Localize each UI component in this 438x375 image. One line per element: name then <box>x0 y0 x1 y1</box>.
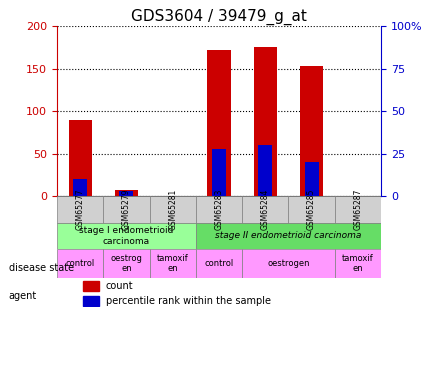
Text: GSM65285: GSM65285 <box>307 189 316 230</box>
Bar <box>73 179 87 196</box>
FancyBboxPatch shape <box>196 196 242 223</box>
Text: GSM65283: GSM65283 <box>215 189 223 230</box>
Text: tamoxif
en: tamoxif en <box>342 254 374 273</box>
Bar <box>305 162 318 196</box>
FancyBboxPatch shape <box>335 249 381 278</box>
FancyBboxPatch shape <box>57 249 103 278</box>
FancyBboxPatch shape <box>289 196 335 223</box>
Bar <box>83 296 99 306</box>
Text: count: count <box>106 282 133 291</box>
Text: control: control <box>65 259 95 268</box>
FancyBboxPatch shape <box>149 196 196 223</box>
Text: disease state: disease state <box>9 263 74 273</box>
FancyBboxPatch shape <box>103 196 149 223</box>
Text: GSM65279: GSM65279 <box>122 189 131 230</box>
Text: control: control <box>205 259 233 268</box>
FancyBboxPatch shape <box>242 196 289 223</box>
Bar <box>83 281 99 291</box>
Text: GSM65284: GSM65284 <box>261 189 270 230</box>
Text: stage I endometrioid
carcinoma: stage I endometrioid carcinoma <box>79 226 173 246</box>
Text: agent: agent <box>9 291 37 301</box>
Text: GSM65281: GSM65281 <box>168 189 177 230</box>
Bar <box>68 120 92 196</box>
Bar <box>208 50 230 196</box>
Bar <box>212 148 226 196</box>
FancyBboxPatch shape <box>335 196 381 223</box>
FancyBboxPatch shape <box>196 249 242 278</box>
Text: oestrogen: oestrogen <box>267 259 310 268</box>
FancyBboxPatch shape <box>242 249 335 278</box>
FancyBboxPatch shape <box>103 249 149 278</box>
Text: stage II endometrioid carcinoma: stage II endometrioid carcinoma <box>215 231 362 240</box>
Text: percentile rank within the sample: percentile rank within the sample <box>106 296 271 306</box>
Text: GSM65287: GSM65287 <box>353 189 362 230</box>
FancyBboxPatch shape <box>57 196 103 223</box>
Bar <box>115 190 138 196</box>
Bar <box>258 145 272 196</box>
Text: tamoxif
en: tamoxif en <box>157 254 189 273</box>
FancyBboxPatch shape <box>196 223 381 249</box>
Text: oestrog
en: oestrog en <box>110 254 142 273</box>
Text: GSM65277: GSM65277 <box>76 189 85 230</box>
Bar <box>254 46 277 196</box>
Bar <box>120 191 133 196</box>
Bar <box>300 66 323 196</box>
FancyBboxPatch shape <box>57 223 196 249</box>
Title: GDS3604 / 39479_g_at: GDS3604 / 39479_g_at <box>131 9 307 25</box>
FancyBboxPatch shape <box>149 249 196 278</box>
